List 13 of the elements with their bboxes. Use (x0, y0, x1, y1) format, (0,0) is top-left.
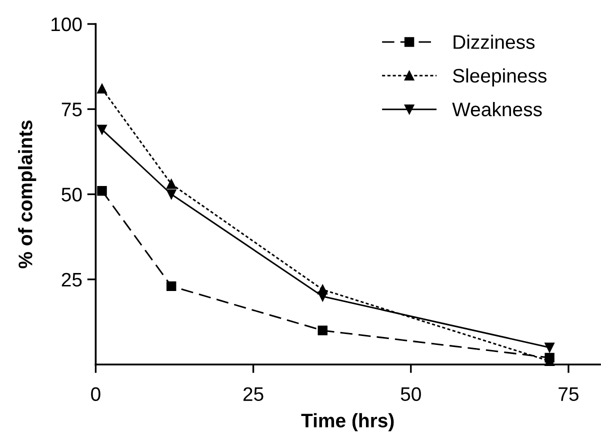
x-tick-label: 0 (91, 387, 100, 402)
y-tick-label: 100 (52, 17, 82, 32)
y-tick-label: 25 (62, 272, 82, 287)
y-tick-label: 75 (62, 102, 82, 116)
legend-label: Dizziness (454, 34, 535, 49)
x-tick-label: 50 (400, 387, 421, 402)
y-tick-label: 50 (62, 188, 82, 202)
x-tick-label: 25 (243, 387, 264, 402)
x-axis-title: Time (hrs) (301, 413, 394, 432)
y-axis-title: % of complaints (18, 120, 36, 268)
legend-label: Sleepiness (452, 68, 546, 86)
x-tick-label: 75 (558, 387, 578, 402)
legend-label: Weakness (452, 102, 542, 116)
